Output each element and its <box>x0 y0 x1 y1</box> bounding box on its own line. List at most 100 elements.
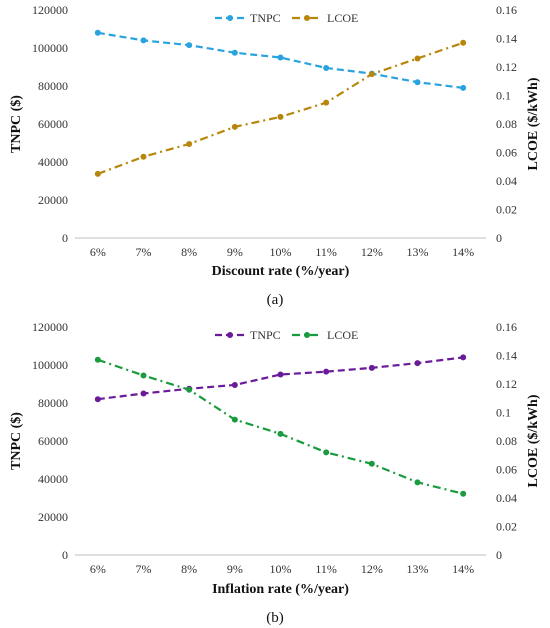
y2-tick-label: 0.1 <box>496 89 511 103</box>
legend-item: LCOE <box>292 11 358 25</box>
data-point-tnpc <box>186 42 193 49</box>
data-point-tnpc <box>277 371 284 378</box>
data-point-tnpc <box>231 381 238 388</box>
x-tick-label: 11% <box>315 562 337 576</box>
data-point-tnpc <box>460 354 467 361</box>
y2-tick-label: 0.1 <box>496 406 511 420</box>
x-tick-label: 8% <box>181 562 197 576</box>
data-point-tnpc <box>140 390 147 397</box>
legend-label: TNPC <box>250 11 281 25</box>
x-tick-label: 13% <box>407 562 429 576</box>
series-line-lcoe <box>97 41 464 175</box>
y-tick-label: 120000 <box>32 320 68 334</box>
y2-tick-label: 0.06 <box>496 463 517 477</box>
data-point-lcoe <box>323 449 330 456</box>
data-point-lcoe <box>277 430 284 437</box>
data-point-tnpc <box>277 54 284 61</box>
data-point-tnpc <box>414 360 421 367</box>
y2-tick-label: 0 <box>496 548 502 562</box>
x-tick-label: 14% <box>452 562 474 576</box>
x-tick-label: 8% <box>181 245 197 259</box>
x-tick-label: 6% <box>90 562 106 576</box>
data-point-tnpc <box>323 368 330 375</box>
data-point-tnpc <box>414 79 421 86</box>
legend-item: TNPC <box>215 11 281 25</box>
x-tick-label: 7% <box>136 245 152 259</box>
data-point-tnpc <box>460 84 467 91</box>
data-point-lcoe <box>186 140 193 147</box>
legend-label: LCOE <box>327 11 358 25</box>
y-tick-label: 40000 <box>38 472 68 486</box>
y2-tick-label: 0.04 <box>496 174 517 188</box>
x-axis-title: Inflation rate (%/year) <box>212 582 349 597</box>
legend-label: TNPC <box>250 328 281 342</box>
chart-b: 0 20000 40000 60000 80000 100000 120000 0 0.02 0.… <box>9 320 541 626</box>
panel-caption: (b) <box>266 610 284 626</box>
data-point-lcoe <box>231 416 238 423</box>
y2-tick-label: 0.02 <box>496 520 517 534</box>
x-tick-label: 10% <box>270 245 292 259</box>
x-tick-label: 12% <box>361 245 383 259</box>
data-point-tnpc <box>231 49 238 56</box>
y-tick-label: 0 <box>62 548 68 562</box>
panel-caption: (a) <box>267 292 284 308</box>
data-point-lcoe <box>460 490 467 497</box>
data-point-lcoe <box>460 39 467 46</box>
x-tick-label: 7% <box>136 562 152 576</box>
legend-item: LCOE <box>292 328 358 342</box>
y-axis-title: TNPC ($) <box>9 412 24 470</box>
data-point-lcoe <box>323 99 330 106</box>
legend-label: LCOE <box>327 328 358 342</box>
legend-marker <box>304 332 310 338</box>
data-point-lcoe <box>94 356 101 363</box>
y2-tick-label: 0.16 <box>496 3 517 17</box>
y2-tick-label: 0 <box>496 231 502 245</box>
data-point-tnpc <box>94 29 101 36</box>
x-tick-label: 9% <box>227 245 243 259</box>
legend-marker <box>227 332 233 338</box>
y2-tick-label: 0.04 <box>496 491 517 505</box>
y-axis-title: TNPC ($) <box>9 95 24 153</box>
data-point-lcoe <box>231 123 238 130</box>
legend-marker <box>304 15 310 21</box>
y2-tick-label: 0.08 <box>496 434 517 448</box>
y-tick-label: 40000 <box>38 155 68 169</box>
y-tick-label: 20000 <box>38 193 68 207</box>
x-axis-title: Discount rate (%/year) <box>212 264 350 279</box>
y-tick-label: 80000 <box>38 396 68 410</box>
y-tick-label: 60000 <box>38 434 68 448</box>
series-line-lcoe <box>97 358 464 495</box>
data-point-lcoe <box>186 386 193 393</box>
x-tick-label: 6% <box>90 245 106 259</box>
y-tick-label: 60000 <box>38 117 68 131</box>
data-point-tnpc <box>140 37 147 44</box>
y2-tick-label: 0.14 <box>496 349 517 363</box>
y-tick-label: 100000 <box>32 358 68 372</box>
data-point-tnpc <box>323 64 330 71</box>
y2-tick-label: 0.12 <box>496 60 517 74</box>
data-point-tnpc <box>94 396 101 403</box>
chart-a: 0 20000 40000 60000 80000 100000 120000 0 0.02 0.… <box>9 3 541 308</box>
y-tick-label: 100000 <box>32 41 68 55</box>
data-point-lcoe <box>140 153 147 160</box>
data-point-lcoe <box>414 479 421 486</box>
x-tick-label: 10% <box>270 562 292 576</box>
data-point-tnpc <box>368 364 375 371</box>
y2-axis-title: LCOE ($/kWh) <box>526 77 541 170</box>
data-point-lcoe <box>368 460 375 467</box>
legend-item: TNPC <box>215 328 281 342</box>
x-tick-label: 14% <box>452 245 474 259</box>
y2-axis-title: LCOE ($/kWh) <box>526 394 541 487</box>
data-point-lcoe <box>414 55 421 62</box>
y2-tick-label: 0.02 <box>496 203 517 217</box>
series-line-tnpc <box>97 31 464 89</box>
y2-tick-label: 0.14 <box>496 32 517 46</box>
y-tick-label: 80000 <box>38 79 68 93</box>
y-tick-label: 120000 <box>32 3 68 17</box>
y2-tick-label: 0.12 <box>496 377 517 391</box>
y-tick-label: 0 <box>62 231 68 245</box>
data-point-lcoe <box>368 71 375 78</box>
legend-marker <box>227 15 233 21</box>
y-tick-label: 20000 <box>38 510 68 524</box>
